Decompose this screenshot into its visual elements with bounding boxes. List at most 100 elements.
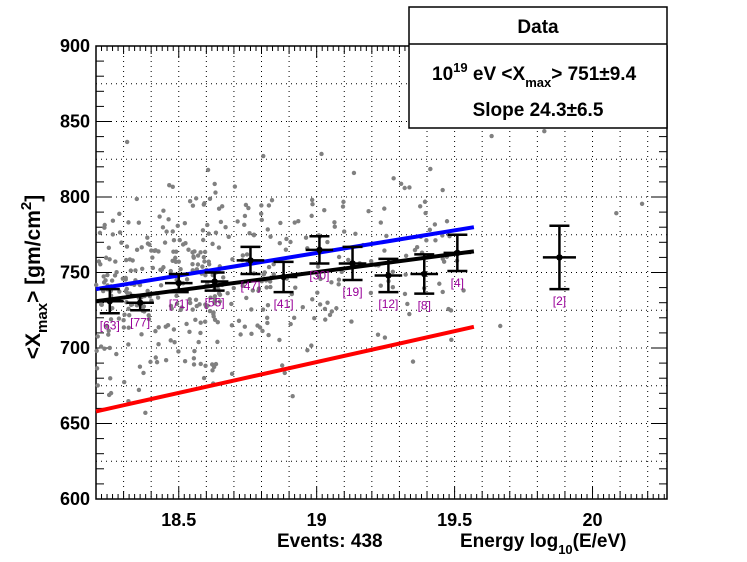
data-point xyxy=(95,334,100,339)
mean-point xyxy=(136,299,144,306)
data-point xyxy=(171,238,177,243)
data-point xyxy=(277,337,282,343)
data-point xyxy=(192,348,197,354)
data-point xyxy=(390,284,396,290)
data-point xyxy=(309,197,315,203)
data-point xyxy=(261,153,266,159)
mean-point xyxy=(454,249,461,257)
mean-point xyxy=(349,260,356,267)
data-point xyxy=(210,241,215,247)
y-tick-label: 600 xyxy=(60,489,90,509)
data-point xyxy=(444,219,450,224)
data-point xyxy=(136,220,142,225)
data-point xyxy=(153,355,158,360)
data-point xyxy=(265,303,271,308)
data-point xyxy=(102,225,107,230)
data-point xyxy=(145,288,150,294)
data-point xyxy=(195,253,201,258)
data-point xyxy=(322,306,328,312)
data-point xyxy=(232,184,238,189)
data-point xyxy=(156,249,161,254)
data-point xyxy=(390,269,396,274)
data-point xyxy=(378,220,384,225)
data-point xyxy=(283,247,289,252)
data-point xyxy=(124,244,130,249)
data-point xyxy=(179,305,184,310)
data-point xyxy=(145,241,151,246)
y-axis-label: <Xmax> [gm/cm2] xyxy=(18,195,51,359)
data-point xyxy=(259,217,264,223)
data-point xyxy=(226,234,231,240)
data-point xyxy=(266,264,272,270)
data-point xyxy=(187,300,193,306)
data-point xyxy=(198,250,203,255)
data-point xyxy=(206,259,211,264)
data-point xyxy=(449,337,454,342)
data-point xyxy=(340,204,346,209)
data-point xyxy=(215,339,220,345)
data-point xyxy=(319,151,324,157)
data-point xyxy=(217,292,223,298)
legend-xmax: 1019 eV <Xmax> 751±9.4 xyxy=(432,60,637,90)
data-point xyxy=(113,259,118,264)
data-point xyxy=(284,236,289,242)
count-label: [12] xyxy=(378,297,398,311)
data-point xyxy=(121,325,127,330)
data-point xyxy=(382,335,388,340)
data-point xyxy=(288,239,293,245)
data-point xyxy=(244,252,250,257)
data-point xyxy=(207,196,213,202)
data-point xyxy=(123,275,128,281)
data-point xyxy=(193,297,199,302)
data-point xyxy=(296,219,301,224)
data-point xyxy=(122,379,127,385)
data-point xyxy=(117,211,122,217)
data-point xyxy=(217,299,222,304)
data-point xyxy=(134,196,139,202)
data-point xyxy=(250,288,256,293)
data-point xyxy=(407,311,412,317)
data-point xyxy=(225,291,230,296)
data-point xyxy=(162,240,168,245)
data-point xyxy=(202,259,207,264)
data-point xyxy=(160,225,166,230)
y-tick-label: 850 xyxy=(60,112,90,132)
data-point xyxy=(368,259,374,264)
data-point xyxy=(202,249,208,255)
data-point xyxy=(158,283,164,288)
data-point xyxy=(105,272,110,278)
data-point xyxy=(351,170,357,176)
data-point xyxy=(375,332,381,337)
data-point xyxy=(99,302,104,308)
data-point xyxy=(422,199,428,204)
data-point xyxy=(184,277,190,282)
data-point xyxy=(200,228,206,233)
data-point xyxy=(305,348,310,353)
count-label: [4] xyxy=(451,276,464,290)
data-point xyxy=(171,249,176,254)
data-point xyxy=(193,196,199,201)
data-point xyxy=(260,307,266,312)
data-point xyxy=(432,222,438,227)
data-point xyxy=(405,301,410,307)
data-point xyxy=(410,359,416,364)
data-point xyxy=(98,344,104,349)
count-label: [41] xyxy=(274,297,294,311)
data-point xyxy=(334,306,339,311)
data-point xyxy=(212,294,218,299)
data-point xyxy=(353,231,358,236)
data-point xyxy=(109,278,115,283)
data-point xyxy=(139,332,144,337)
data-point xyxy=(112,273,118,278)
data-point xyxy=(366,209,371,214)
data-point xyxy=(184,321,189,327)
data-point xyxy=(106,392,112,398)
data-point xyxy=(236,318,242,324)
data-point xyxy=(264,285,269,290)
data-point xyxy=(240,253,246,258)
data-point xyxy=(190,203,196,208)
data-point xyxy=(325,239,330,245)
data-point xyxy=(172,340,177,345)
count-label: [47] xyxy=(240,279,260,293)
data-point xyxy=(114,351,119,357)
